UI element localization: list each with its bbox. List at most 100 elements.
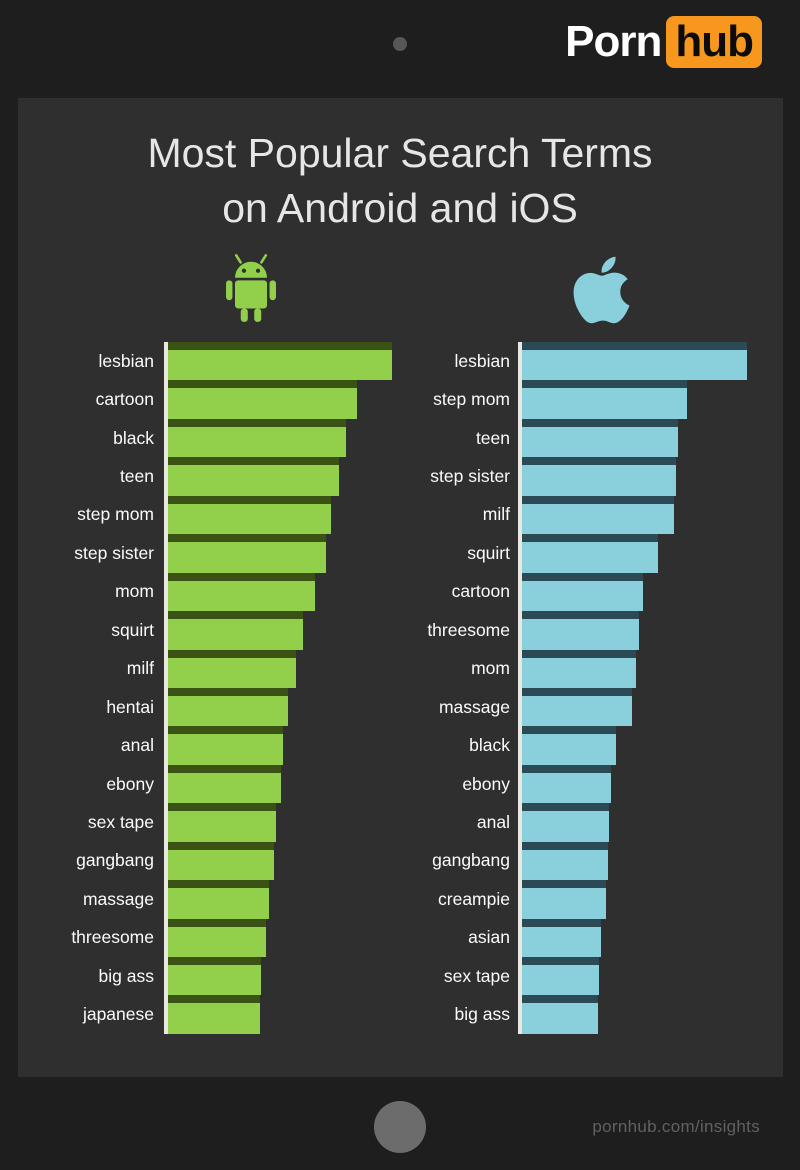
bar-label: black bbox=[469, 735, 510, 756]
title-line-1: Most Popular Search Terms bbox=[147, 130, 653, 176]
chart-row: milf bbox=[20, 649, 392, 688]
bar bbox=[522, 342, 747, 381]
ios-bar-chart: lesbian step mom teen step sister milf squirt… bbox=[375, 342, 765, 1034]
chart-row: mom bbox=[375, 649, 765, 688]
bar-label: step sister bbox=[430, 466, 510, 487]
bar bbox=[522, 880, 606, 919]
bar bbox=[168, 880, 269, 919]
chart-row: threesome bbox=[375, 611, 765, 650]
chart-row: step sister bbox=[375, 457, 765, 496]
title-line-2: on Android and iOS bbox=[222, 185, 578, 231]
bar bbox=[168, 380, 357, 419]
bar-label: threesome bbox=[427, 619, 510, 640]
bar-label: massage bbox=[82, 888, 154, 909]
chart-row: ebony bbox=[20, 764, 392, 804]
bar-label: anal bbox=[120, 735, 154, 756]
chart-row: squirt bbox=[375, 534, 765, 573]
bar bbox=[522, 380, 687, 419]
bar bbox=[168, 495, 331, 535]
bar-label: ebony bbox=[462, 773, 510, 794]
bar-label: big ass bbox=[454, 1004, 510, 1025]
bar-label: lesbian bbox=[454, 350, 510, 371]
bar bbox=[522, 649, 636, 688]
chart-row: big ass bbox=[375, 995, 765, 1034]
device-camera-dot-icon bbox=[393, 37, 407, 51]
chart-row: step mom bbox=[20, 495, 392, 535]
bar bbox=[168, 726, 283, 765]
chart-row: teen bbox=[375, 418, 765, 458]
chart-row: big ass bbox=[20, 957, 392, 996]
chart-row: ebony bbox=[375, 764, 765, 804]
bar-label: cartoon bbox=[95, 389, 154, 410]
bar bbox=[522, 611, 639, 650]
chart-panel bbox=[18, 98, 783, 1077]
android-bar-chart: lesbian cartoon black teen step mom step sist… bbox=[20, 342, 392, 1034]
bar bbox=[522, 803, 609, 842]
bar-label: threesome bbox=[71, 927, 154, 948]
bar bbox=[168, 457, 339, 496]
bar bbox=[522, 457, 676, 496]
chart-row: mom bbox=[20, 572, 392, 612]
bar-label: gangbang bbox=[432, 850, 510, 871]
bar bbox=[522, 726, 616, 765]
bar-label: mom bbox=[471, 658, 510, 679]
bar-label: hentai bbox=[106, 696, 154, 717]
bar-label: sex tape bbox=[443, 965, 510, 986]
bar bbox=[522, 534, 658, 573]
bar bbox=[522, 957, 599, 996]
android-rows: lesbian cartoon black teen step mom step sist… bbox=[20, 342, 392, 1034]
bar-label: step mom bbox=[433, 389, 510, 410]
chart-row: anal bbox=[375, 803, 765, 842]
bar bbox=[168, 841, 274, 881]
chart-row: squirt bbox=[20, 611, 392, 650]
chart-row: milf bbox=[375, 495, 765, 535]
bar bbox=[168, 918, 266, 957]
bar-label: anal bbox=[476, 811, 510, 832]
bar-label: massage bbox=[438, 696, 510, 717]
bar bbox=[522, 841, 608, 881]
bar bbox=[168, 534, 326, 573]
logo-word-porn: Porn bbox=[565, 17, 662, 66]
bar-label: japanese bbox=[82, 1004, 154, 1025]
page-title: Most Popular Search Terms on Android and… bbox=[0, 126, 800, 236]
chart-row: cartoon bbox=[375, 572, 765, 612]
bar-label: milf bbox=[126, 658, 154, 679]
bar-label: ebony bbox=[106, 773, 154, 794]
bar bbox=[168, 803, 276, 842]
bar bbox=[168, 649, 296, 688]
chart-row: lesbian bbox=[20, 342, 392, 381]
bar bbox=[168, 342, 392, 381]
bar-label: step sister bbox=[74, 542, 154, 563]
bar-label: creampie bbox=[438, 888, 510, 909]
bar-label: lesbian bbox=[98, 350, 154, 371]
bar bbox=[168, 957, 261, 996]
bar bbox=[522, 918, 601, 957]
bar-label: big ass bbox=[98, 965, 154, 986]
bar-label: teen bbox=[119, 466, 154, 487]
bar-label: sex tape bbox=[87, 811, 154, 832]
bar-label: black bbox=[113, 427, 154, 448]
bar bbox=[168, 572, 315, 612]
chart-row: massage bbox=[375, 687, 765, 727]
bar-label: asian bbox=[468, 927, 510, 948]
logo-word-hub: hub bbox=[675, 17, 754, 66]
bar bbox=[168, 687, 288, 727]
android-axis-line bbox=[164, 342, 168, 1034]
chart-row: lesbian bbox=[375, 342, 765, 381]
ios-axis-line bbox=[518, 342, 522, 1034]
chart-row: sex tape bbox=[375, 957, 765, 996]
bar-label: teen bbox=[475, 427, 510, 448]
bar bbox=[522, 764, 611, 804]
bar-label: squirt bbox=[111, 619, 154, 640]
chart-row: japanese bbox=[20, 995, 392, 1034]
bar bbox=[522, 687, 632, 727]
bar-label: gangbang bbox=[76, 850, 154, 871]
bar bbox=[522, 495, 674, 535]
chart-row: creampie bbox=[375, 880, 765, 919]
chart-row: hentai bbox=[20, 687, 392, 727]
chart-row: black bbox=[20, 418, 392, 458]
chart-row: cartoon bbox=[20, 380, 392, 419]
ios-rows: lesbian step mom teen step sister milf squirt… bbox=[375, 342, 765, 1034]
chart-row: step mom bbox=[375, 380, 765, 419]
